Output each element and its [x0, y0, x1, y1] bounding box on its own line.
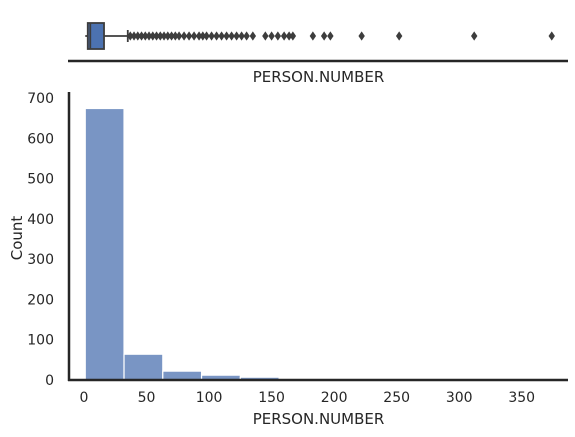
histogram-bar-0: [84, 107, 125, 381]
boxplot-outlier-3: [138, 31, 145, 41]
boxplot-outlier-40: [471, 31, 478, 41]
histogram-panel: 0 50 100 150 200 250 300 350 0 100 200 300 400 500 60…: [8, 91, 568, 428]
boxplot-outlier-9: [160, 31, 168, 41]
boxplot-outlier-11: [168, 31, 175, 41]
boxplot-outlier-26: [238, 31, 245, 41]
x-tick-label-350: 350: [508, 390, 535, 406]
boxplot-box: [86, 22, 105, 50]
boxplot-outlier-15: [185, 31, 193, 41]
boxplot-outlier-31: [274, 31, 282, 41]
boxplot-outlier-8: [157, 31, 164, 41]
histogram-x-axis-label: PERSON.NUMBER: [253, 410, 385, 428]
boxplot-outlier-35: [309, 31, 317, 41]
boxplot-outlier-36: [320, 31, 328, 41]
boxplot-outlier-22: [218, 31, 225, 41]
boxplot-outlier-21: [213, 31, 220, 41]
x-tick-label-250: 250: [383, 390, 410, 406]
boxplot-outlier-33: [285, 31, 293, 41]
y-tick-label-700: 700: [27, 91, 54, 107]
x-tick-label-50: 50: [138, 390, 156, 406]
boxplot-outlier-29: [262, 31, 269, 41]
boxplot-outlier-12: [172, 31, 179, 41]
y-tick-label-200: 200: [27, 292, 54, 308]
boxplot-outlier-10: [164, 31, 171, 41]
boxplot-outlier-39: [395, 31, 403, 41]
boxplot-outlier-17: [195, 31, 203, 41]
y-tick-label-500: 500: [27, 172, 54, 188]
y-tick-label-100: 100: [27, 333, 54, 349]
histogram-y-ticks: 0 100 200 300 400 500 600 700: [27, 91, 54, 389]
histogram-bars: [84, 107, 553, 381]
boxplot-outlier-24: [228, 31, 235, 41]
x-tick-label-0: 0: [80, 390, 89, 406]
boxplot-x-axis-label: PERSON.NUMBER: [253, 68, 385, 86]
boxplot-outlier-4: [142, 31, 149, 41]
boxplot-outlier-38: [358, 31, 365, 41]
boxplot-outlier-34: [289, 31, 297, 41]
boxplot-outlier-14: [180, 31, 188, 41]
boxplot-marks: [85, 22, 555, 50]
histogram-x-ticks: 0 50 100 150 200 250 300 350: [80, 390, 536, 406]
boxplot-outlier-1: [130, 31, 138, 41]
boxplot-panel: PERSON.NUMBER: [68, 22, 568, 86]
y-tick-label-300: 300: [27, 252, 54, 268]
boxplot-outlier-27: [243, 31, 250, 41]
boxplot-outlier-32: [280, 31, 288, 41]
y-tick-label-0: 0: [45, 373, 54, 389]
boxplot-outlier-0: [127, 31, 134, 41]
x-tick-label-100: 100: [196, 390, 223, 406]
boxplot-outlier-30: [268, 31, 275, 41]
x-tick-label-200: 200: [321, 390, 348, 406]
boxplot-outlier-13: [175, 31, 183, 41]
boxplot-outlier-28: [249, 31, 257, 41]
boxplot-outlier-37: [327, 31, 334, 41]
boxplot-outlier-41: [548, 31, 555, 41]
x-tick-label-300: 300: [446, 390, 473, 406]
boxplot-outlier-7: [153, 31, 160, 41]
histogram-bar-2: [162, 370, 203, 381]
boxplot-outlier-19: [203, 31, 210, 41]
boxplot-outlier-5: [145, 31, 153, 41]
boxplot-outlier-2: [134, 31, 141, 41]
boxplot-outlier-6: [149, 31, 156, 41]
boxplot-outlier-20: [208, 31, 215, 41]
y-tick-label-400: 400: [27, 212, 54, 228]
x-tick-label-150: 150: [258, 390, 285, 406]
boxplot-outlier-23: [223, 31, 230, 41]
boxplot-outlier-18: [199, 31, 207, 41]
boxplot-outlier-16: [190, 31, 198, 41]
histogram-y-axis-label: Count: [8, 216, 26, 261]
y-tick-label-600: 600: [27, 131, 54, 147]
boxplot-outlier-25: [233, 31, 240, 41]
histogram-bar-1: [123, 353, 164, 381]
